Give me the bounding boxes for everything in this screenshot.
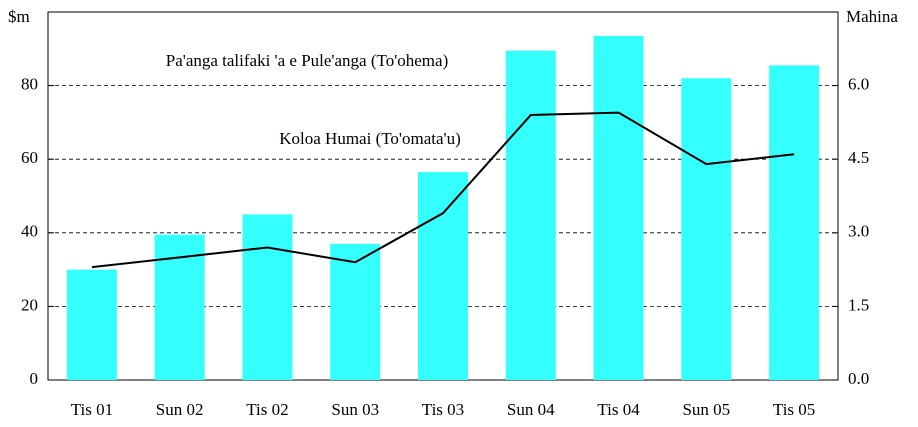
y-tick-label: 20 <box>21 295 38 314</box>
x-tick-label: Tis 04 <box>597 400 640 419</box>
y-axis-label: $m <box>8 7 30 26</box>
bar <box>593 35 644 381</box>
x-tick-label: Tis 02 <box>246 400 288 419</box>
bar <box>681 78 732 381</box>
bar <box>418 172 468 380</box>
x-tick-label: Sun 03 <box>331 400 379 419</box>
y2-tick-label: 6.0 <box>848 75 869 94</box>
y2-tick-label: 1.5 <box>848 295 869 314</box>
line <box>91 111 795 269</box>
bar <box>330 243 381 380</box>
x-tick-label: Sun 04 <box>507 400 555 419</box>
x-tick-label: Sun 02 <box>156 400 204 419</box>
x-tick-label: Sun 05 <box>682 400 730 419</box>
x-tick-label: Tis 03 <box>422 400 464 419</box>
bar <box>505 50 556 380</box>
bar <box>242 214 293 380</box>
x-tick-label: Tis 05 <box>773 400 815 419</box>
y2-axis-label: Mahina <box>846 7 898 26</box>
y-tick-label: 60 <box>21 148 38 167</box>
y-tick-label: 0 <box>30 369 39 388</box>
bar <box>66 269 117 380</box>
x-tick-label: Tis 01 <box>71 400 113 419</box>
y-tick-label: 80 <box>21 75 38 94</box>
bar-series-label: Pa'anga talifaki 'a e Pule'anga (To'ohem… <box>166 51 448 70</box>
line-series-label: Koloa Humai (To'omata'u) <box>279 129 461 148</box>
y2-tick-label: 3.0 <box>848 222 869 241</box>
y2-tick-label: 0.0 <box>848 369 869 388</box>
y-tick-label: 40 <box>21 222 38 241</box>
y2-tick-label: 4.5 <box>848 148 869 167</box>
bar <box>769 65 820 381</box>
